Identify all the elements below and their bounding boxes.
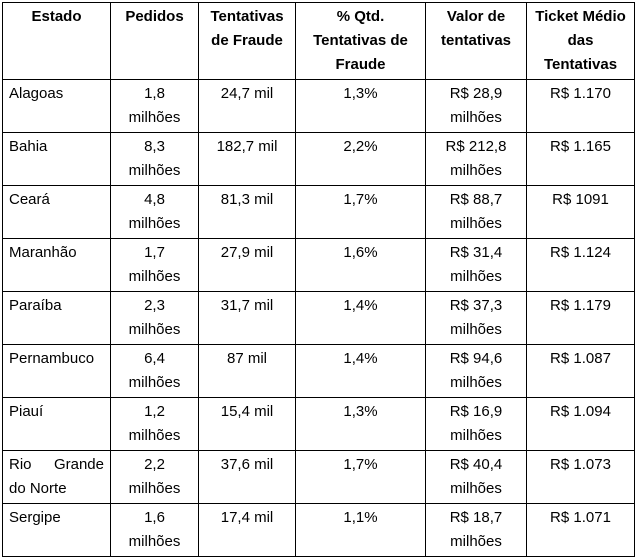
header-tentativas-fraude: Tentativas de Fraude [198, 2, 296, 80]
cell-tentativas: 37,6 mil [198, 450, 296, 504]
cell-estado: Rio Grande do Norte [2, 450, 111, 504]
table-row: Sergipe 1,6 milhões 17,4 mil 1,1% R$ 18,… [2, 503, 635, 557]
table-row: Paraíba 2,3 milhões 31,7 mil 1,4% R$ 37,… [2, 291, 635, 345]
cell-tentativas: 81,3 mil [198, 185, 296, 239]
header-estado: Estado [2, 2, 111, 80]
cell-pedidos: 4,8 milhões [110, 185, 199, 239]
header-pct-tentativas: % Qtd. Tentativas de Fraude [295, 2, 426, 80]
cell-ticket: R$ 1.165 [526, 132, 635, 186]
cell-tentativas: 27,9 mil [198, 238, 296, 292]
cell-pct: 1,1% [295, 503, 426, 557]
cell-tentativas: 87 mil [198, 344, 296, 398]
cell-pedidos: 1,7 milhões [110, 238, 199, 292]
cell-ticket: R$ 1.094 [526, 397, 635, 451]
cell-valor: R$ 40,4 milhões [425, 450, 527, 504]
cell-pct: 1,6% [295, 238, 426, 292]
header-ticket-medio: Ticket Médio das Tentativas [526, 2, 635, 80]
cell-tentativas: 182,7 mil [198, 132, 296, 186]
table-header-row: Estado Pedidos Tentativas de Fraude % Qt… [2, 2, 635, 80]
cell-pct: 1,4% [295, 291, 426, 345]
cell-tentativas: 24,7 mil [198, 79, 296, 133]
cell-pedidos: 6,4 milhões [110, 344, 199, 398]
cell-pct: 1,3% [295, 397, 426, 451]
cell-ticket: R$ 1.087 [526, 344, 635, 398]
cell-pedidos: 1,2 milhões [110, 397, 199, 451]
cell-pedidos: 1,8 milhões [110, 79, 199, 133]
cell-ticket: R$ 1.071 [526, 503, 635, 557]
cell-valor: R$ 16,9 milhões [425, 397, 527, 451]
table-row: Piauí 1,2 milhões 15,4 mil 1,3% R$ 16,9 … [2, 397, 635, 451]
table-row: Pernambuco 6,4 milhões 87 mil 1,4% R$ 94… [2, 344, 635, 398]
cell-ticket: R$ 1.170 [526, 79, 635, 133]
table-row: Ceará 4,8 milhões 81,3 mil 1,7% R$ 88,7 … [2, 185, 635, 239]
cell-pedidos: 8,3 milhões [110, 132, 199, 186]
cell-valor: R$ 28,9 milhões [425, 79, 527, 133]
cell-pct: 1,3% [295, 79, 426, 133]
table-row: Rio Grande do Norte 2,2 milhões 37,6 mil… [2, 450, 635, 504]
cell-valor: R$ 18,7 milhões [425, 503, 527, 557]
cell-ticket: R$ 1.179 [526, 291, 635, 345]
cell-pedidos: 2,2 milhões [110, 450, 199, 504]
cell-pct: 1,7% [295, 450, 426, 504]
cell-pct: 1,7% [295, 185, 426, 239]
cell-valor: R$ 31,4 milhões [425, 238, 527, 292]
cell-estado: Paraíba [2, 291, 111, 345]
table-row: Bahia 8,3 milhões 182,7 mil 2,2% R$ 212,… [2, 132, 635, 186]
cell-pct: 1,4% [295, 344, 426, 398]
cell-estado: Piauí [2, 397, 111, 451]
cell-tentativas: 31,7 mil [198, 291, 296, 345]
header-valor-tentativas: Valor de tentativas [425, 2, 527, 80]
cell-ticket: R$ 1.124 [526, 238, 635, 292]
cell-ticket: R$ 1091 [526, 185, 635, 239]
cell-pct: 2,2% [295, 132, 426, 186]
header-pedidos: Pedidos [110, 2, 199, 80]
cell-valor: R$ 212,8 milhões [425, 132, 527, 186]
cell-estado: Pernambuco [2, 344, 111, 398]
cell-pedidos: 2,3 milhões [110, 291, 199, 345]
cell-estado: Alagoas [2, 79, 111, 133]
cell-estado: Ceará [2, 185, 111, 239]
cell-valor: R$ 37,3 milhões [425, 291, 527, 345]
table-row: Maranhão 1,7 milhões 27,9 mil 1,6% R$ 31… [2, 238, 635, 292]
table-row: Alagoas 1,8 milhões 24,7 mil 1,3% R$ 28,… [2, 79, 635, 133]
cell-tentativas: 17,4 mil [198, 503, 296, 557]
cell-estado: Maranhão [2, 238, 111, 292]
cell-estado: Sergipe [2, 503, 111, 557]
cell-ticket: R$ 1.073 [526, 450, 635, 504]
cell-estado: Bahia [2, 132, 111, 186]
cell-pedidos: 1,6 milhões [110, 503, 199, 557]
cell-valor: R$ 88,7 milhões [425, 185, 527, 239]
cell-tentativas: 15,4 mil [198, 397, 296, 451]
cell-valor: R$ 94,6 milhões [425, 344, 527, 398]
